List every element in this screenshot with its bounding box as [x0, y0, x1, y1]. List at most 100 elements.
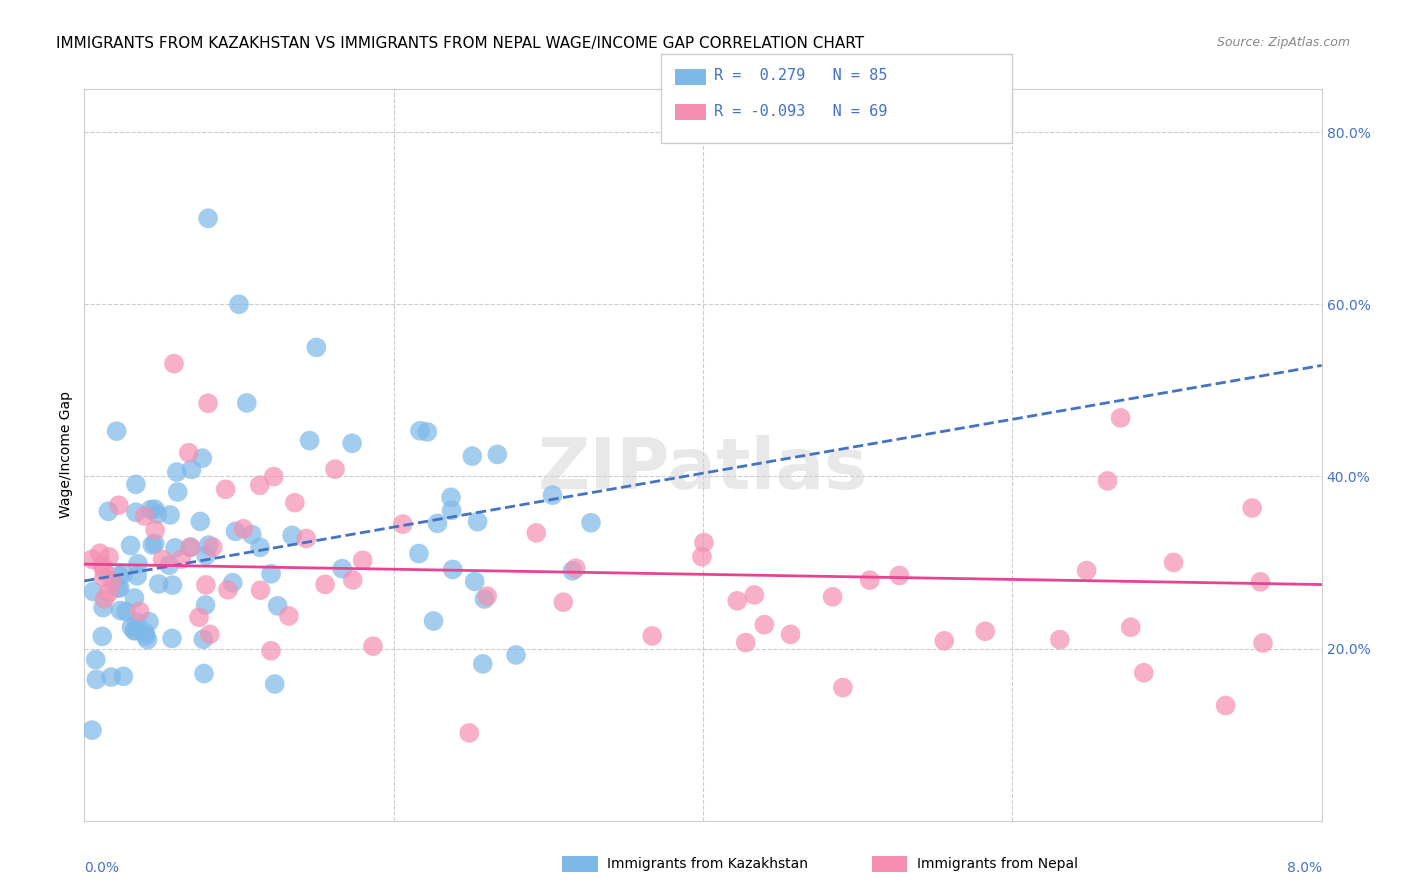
Immigrants from Kazakhstan [107, 581, 129, 595]
Immigrants from Nepal [754, 617, 776, 632]
Immigrants from Nepal [641, 629, 664, 643]
Immigrants from Kazakhstan [340, 436, 363, 450]
Immigrants from Nepal [1097, 474, 1119, 488]
Text: Source: ZipAtlas.com: Source: ZipAtlas.com [1216, 36, 1350, 49]
Immigrants from Kazakhstan [166, 465, 188, 479]
Immigrants from Kazakhstan [135, 629, 157, 643]
Immigrants from Nepal [1163, 556, 1185, 570]
Immigrants from Kazakhstan [125, 505, 148, 519]
Immigrants from Kazakhstan [461, 449, 484, 463]
Immigrants from Kazakhstan [541, 488, 564, 502]
Immigrants from Nepal [249, 583, 271, 598]
Immigrants from Kazakhstan [97, 504, 120, 518]
Text: IMMIGRANTS FROM KAZAKHSTAN VS IMMIGRANTS FROM NEPAL WAGE/INCOME GAP CORRELATION : IMMIGRANTS FROM KAZAKHSTAN VS IMMIGRANTS… [56, 36, 865, 51]
Immigrants from Kazakhstan [440, 491, 463, 505]
Immigrants from Kazakhstan [408, 547, 430, 561]
Immigrants from Nepal [934, 633, 956, 648]
Immigrants from Nepal [98, 585, 121, 599]
Immigrants from Kazakhstan [471, 657, 494, 671]
Immigrants from Kazakhstan [160, 632, 183, 646]
Immigrants from Kazakhstan [222, 575, 245, 590]
Immigrants from Kazakhstan [464, 574, 486, 589]
Immigrants from Nepal [690, 549, 713, 564]
Immigrants from Nepal [260, 644, 283, 658]
Immigrants from Kazakhstan [467, 515, 489, 529]
Immigrants from Nepal [93, 571, 115, 585]
Immigrants from Nepal [475, 589, 498, 603]
Immigrants from Kazakhstan [84, 653, 107, 667]
Immigrants from Kazakhstan [120, 539, 142, 553]
Immigrants from Kazakhstan [263, 677, 285, 691]
Immigrants from Nepal [107, 498, 129, 512]
Y-axis label: Wage/Income Gap: Wage/Income Gap [59, 392, 73, 518]
Immigrants from Nepal [179, 541, 201, 555]
Immigrants from Nepal [170, 552, 193, 566]
Immigrants from Kazakhstan [115, 605, 138, 619]
Immigrants from Kazakhstan [228, 297, 250, 311]
Immigrants from Nepal [742, 588, 765, 602]
Immigrants from Kazakhstan [122, 624, 145, 638]
Immigrants from Nepal [352, 553, 374, 567]
Immigrants from Nepal [128, 604, 150, 618]
Immigrants from Kazakhstan [125, 615, 148, 630]
Immigrants from Nepal [91, 558, 114, 573]
Immigrants from Kazakhstan [112, 669, 135, 683]
Immigrants from Nepal [201, 540, 224, 554]
Immigrants from Nepal [89, 546, 111, 560]
Immigrants from Nepal [323, 462, 346, 476]
Immigrants from Kazakhstan [440, 503, 463, 517]
Immigrants from Nepal [342, 573, 364, 587]
Immigrants from Nepal [734, 635, 756, 649]
Text: 8.0%: 8.0% [1286, 861, 1322, 875]
Immigrants from Nepal [725, 594, 748, 608]
Immigrants from Kazakhstan [159, 508, 181, 522]
Immigrants from Kazakhstan [236, 396, 259, 410]
Immigrants from Kazakhstan [249, 541, 271, 555]
Immigrants from Nepal [1249, 574, 1271, 589]
Immigrants from Nepal [152, 552, 174, 566]
Immigrants from Kazakhstan [188, 515, 211, 529]
Immigrants from Kazakhstan [112, 566, 135, 581]
Immigrants from Nepal [284, 496, 307, 510]
Immigrants from Kazakhstan [125, 477, 148, 491]
Immigrants from Nepal [93, 591, 115, 606]
Immigrants from Nepal [1119, 620, 1142, 634]
Immigrants from Nepal [134, 509, 156, 524]
Immigrants from Nepal [82, 552, 104, 566]
Immigrants from Kazakhstan [127, 569, 149, 583]
Immigrants from Kazakhstan [100, 670, 122, 684]
Immigrants from Nepal [524, 525, 547, 540]
Immigrants from Kazakhstan [579, 516, 602, 530]
Immigrants from Nepal [821, 590, 844, 604]
Immigrants from Nepal [198, 627, 221, 641]
Immigrants from Nepal [974, 624, 997, 639]
Immigrants from Nepal [249, 478, 271, 492]
Immigrants from Nepal [1241, 500, 1264, 515]
Immigrants from Kazakhstan [305, 340, 328, 354]
Text: R =  0.279   N = 85: R = 0.279 N = 85 [714, 69, 887, 83]
Immigrants from Nepal [217, 582, 239, 597]
Immigrants from Kazakhstan [191, 451, 214, 466]
Immigrants from Kazakhstan [260, 566, 283, 581]
Immigrants from Kazakhstan [298, 434, 321, 448]
Immigrants from Kazakhstan [110, 603, 132, 617]
Immigrants from Nepal [214, 483, 236, 497]
Immigrants from Kazakhstan [180, 462, 202, 476]
Immigrants from Nepal [197, 396, 219, 410]
Immigrants from Kazakhstan [108, 581, 131, 595]
Immigrants from Nepal [163, 357, 186, 371]
Immigrants from Kazakhstan [409, 424, 432, 438]
Text: Immigrants from Kazakhstan: Immigrants from Kazakhstan [607, 857, 808, 871]
Immigrants from Kazakhstan [281, 528, 304, 542]
Immigrants from Nepal [693, 535, 716, 549]
Text: 0.0%: 0.0% [84, 861, 120, 875]
Immigrants from Nepal [98, 549, 121, 564]
Immigrants from Nepal [392, 517, 415, 532]
Immigrants from Kazakhstan [141, 538, 163, 552]
Immigrants from Nepal [277, 609, 299, 624]
Immigrants from Kazakhstan [179, 540, 201, 554]
Immigrants from Kazakhstan [422, 614, 444, 628]
Immigrants from Kazakhstan [139, 502, 162, 516]
Immigrants from Nepal [143, 523, 166, 537]
Immigrants from Kazakhstan [105, 424, 128, 438]
